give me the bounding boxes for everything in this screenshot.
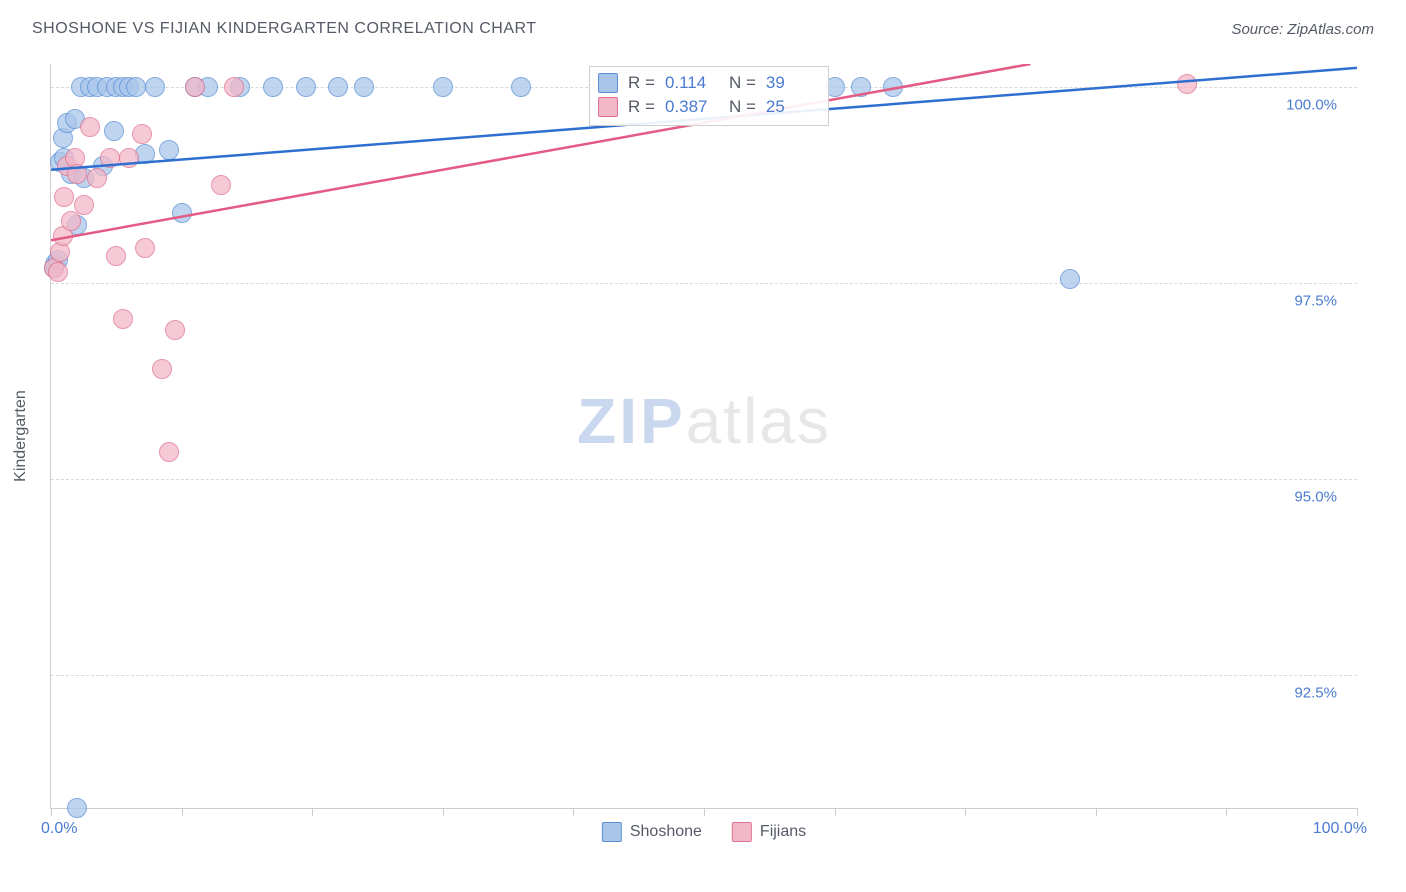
n-value: 39	[766, 73, 820, 93]
x-tick	[573, 808, 574, 816]
data-point[interactable]	[126, 77, 146, 97]
data-point[interactable]	[159, 442, 179, 462]
data-point[interactable]	[328, 77, 348, 97]
stats-box: R = 0.114 N = 39 R = 0.387 N = 25	[589, 66, 829, 126]
legend-swatch	[732, 822, 752, 842]
data-point[interactable]	[211, 175, 231, 195]
data-point[interactable]	[263, 77, 283, 97]
x-tick	[835, 808, 836, 816]
data-point[interactable]	[74, 195, 94, 215]
data-point[interactable]	[87, 168, 107, 188]
chart-title: SHOSHONE VS FIJIAN KINDERGARTEN CORRELAT…	[32, 20, 537, 38]
data-point[interactable]	[354, 77, 374, 97]
data-point[interactable]	[172, 203, 192, 223]
data-point[interactable]	[1060, 269, 1080, 289]
gridline	[51, 479, 1357, 480]
data-point[interactable]	[48, 262, 68, 282]
r-label: R =	[628, 97, 655, 117]
data-point[interactable]	[80, 117, 100, 137]
watermark-atlas: atlas	[686, 385, 831, 457]
legend-swatch	[602, 822, 622, 842]
data-point[interactable]	[851, 77, 871, 97]
data-point[interactable]	[224, 77, 244, 97]
data-point[interactable]	[511, 77, 531, 97]
data-point[interactable]	[61, 211, 81, 231]
x-tick	[1226, 808, 1227, 816]
x-tick	[182, 808, 183, 816]
y-tick-label: 92.5%	[1294, 684, 1337, 701]
source-attribution: Source: ZipAtlas.com	[1231, 21, 1374, 38]
x-tick	[443, 808, 444, 816]
legend-label: Fijians	[760, 823, 806, 841]
data-point[interactable]	[104, 121, 124, 141]
data-point[interactable]	[132, 124, 152, 144]
data-point[interactable]	[165, 320, 185, 340]
x-tick	[1096, 808, 1097, 816]
watermark-zip: ZIP	[577, 385, 686, 457]
chart-header: SHOSHONE VS FIJIAN KINDERGARTEN CORRELAT…	[32, 20, 1374, 38]
x-axis-label-left: 0.0%	[41, 820, 77, 838]
x-tick	[965, 808, 966, 816]
data-point[interactable]	[185, 77, 205, 97]
data-point[interactable]	[433, 77, 453, 97]
gridline	[51, 283, 1357, 284]
r-value: 0.114	[665, 73, 719, 93]
y-axis-title: Kindergarten	[12, 390, 30, 482]
data-point[interactable]	[67, 164, 87, 184]
data-point[interactable]	[106, 246, 126, 266]
data-point[interactable]	[152, 359, 172, 379]
x-tick	[704, 808, 705, 816]
data-point[interactable]	[67, 798, 87, 818]
data-point[interactable]	[100, 148, 120, 168]
r-value: 0.387	[665, 97, 719, 117]
data-point[interactable]	[119, 148, 139, 168]
y-tick-label: 100.0%	[1286, 97, 1337, 114]
series-swatch	[598, 73, 618, 93]
data-point[interactable]	[296, 77, 316, 97]
y-tick-label: 95.0%	[1294, 489, 1337, 506]
legend-label: Shoshone	[630, 823, 702, 841]
x-tick	[312, 808, 313, 816]
data-point[interactable]	[113, 309, 133, 329]
data-point[interactable]	[883, 77, 903, 97]
series-swatch	[598, 97, 618, 117]
x-tick	[51, 808, 52, 816]
data-point[interactable]	[135, 238, 155, 258]
legend-item[interactable]: Fijians	[732, 822, 806, 842]
n-value: 25	[766, 97, 820, 117]
legend-item[interactable]: Shoshone	[602, 822, 702, 842]
y-tick-label: 97.5%	[1294, 293, 1337, 310]
x-tick	[1357, 808, 1358, 816]
stats-row: R = 0.114 N = 39	[598, 71, 820, 95]
x-axis-label-right: 100.0%	[1313, 820, 1367, 838]
trend-lines	[51, 64, 1357, 808]
legend: Shoshone Fijians	[602, 822, 806, 842]
data-point[interactable]	[159, 140, 179, 160]
data-point[interactable]	[54, 187, 74, 207]
data-point[interactable]	[1177, 74, 1197, 94]
data-point[interactable]	[145, 77, 165, 97]
n-label: N =	[729, 73, 756, 93]
stats-row: R = 0.387 N = 25	[598, 95, 820, 119]
gridline	[51, 675, 1357, 676]
scatter-plot: ZIPatlas Kindergarten 92.5%95.0%97.5%100…	[50, 64, 1357, 809]
r-label: R =	[628, 73, 655, 93]
watermark: ZIPatlas	[577, 384, 831, 458]
n-label: N =	[729, 97, 756, 117]
